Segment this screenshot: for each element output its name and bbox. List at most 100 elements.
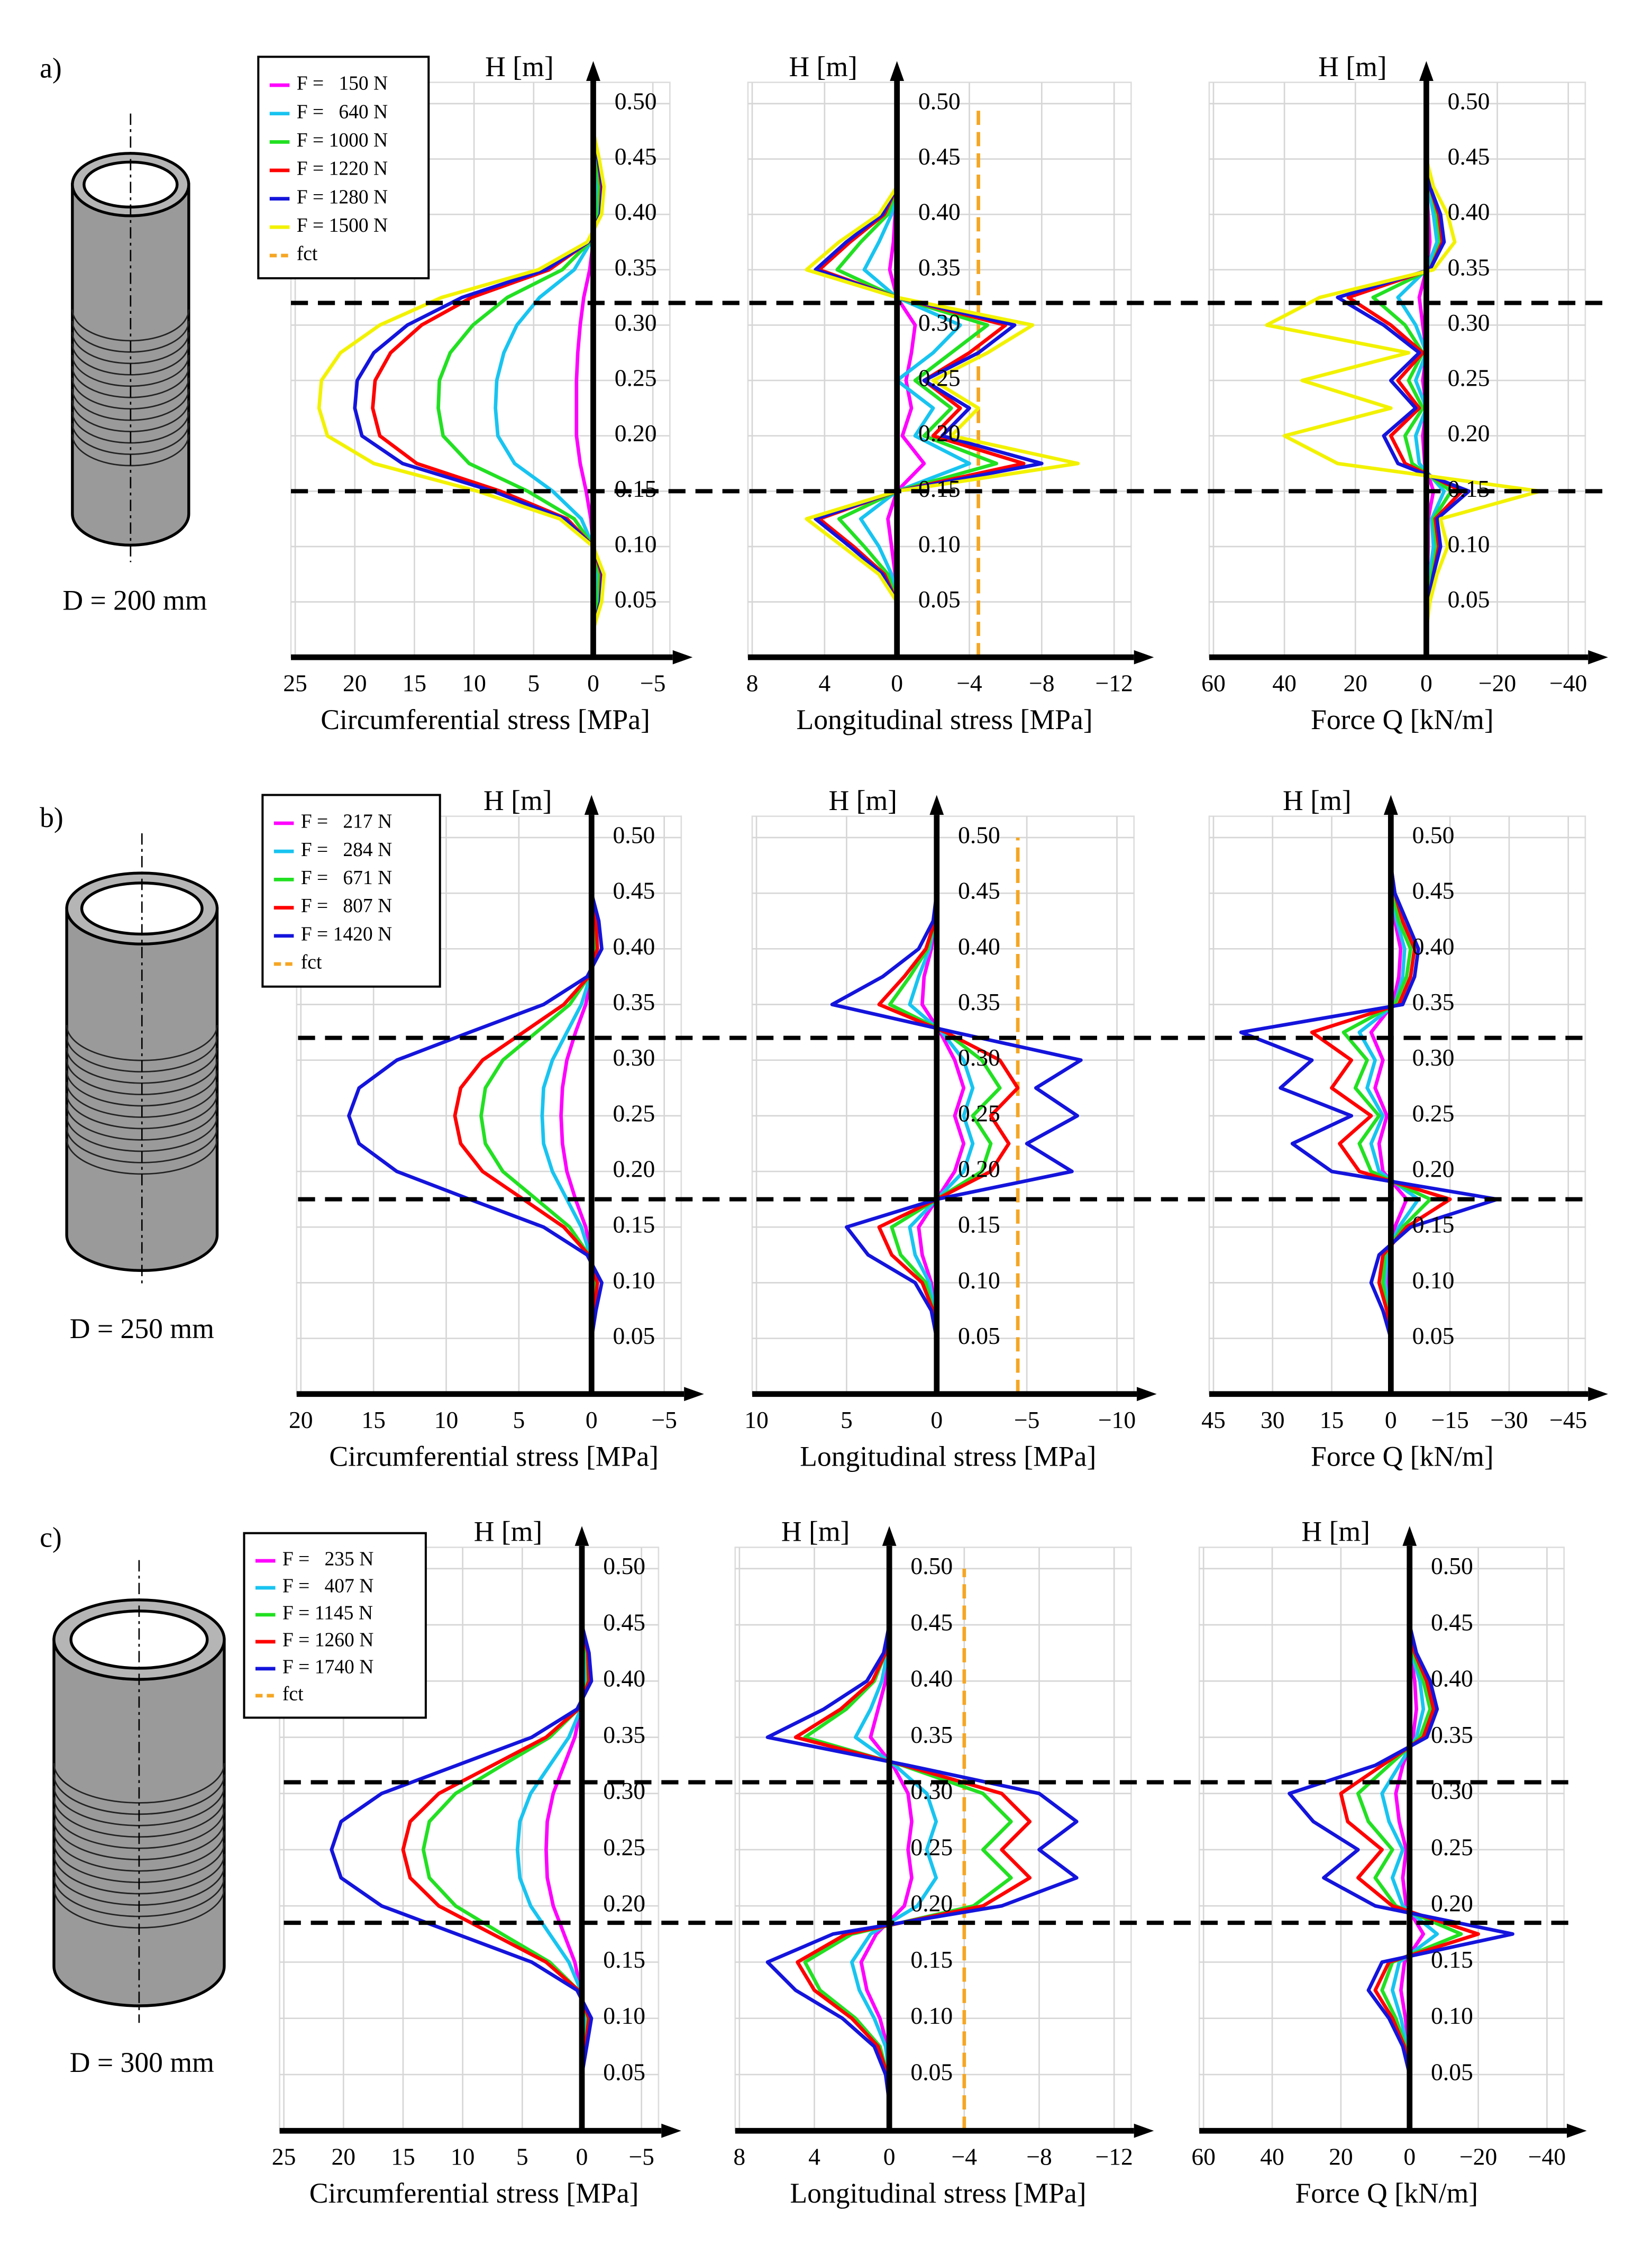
- x-tick-label: 45: [1201, 1406, 1226, 1433]
- x-tick-label: 20: [1343, 669, 1367, 696]
- y-axis-label: H [m]: [789, 51, 857, 83]
- x-tick-label: 10: [434, 1406, 459, 1433]
- y-axis-label: H [m]: [1318, 51, 1387, 83]
- data-line: [401, 1596, 591, 2103]
- cylinder-ring: [66, 1138, 218, 1175]
- y-tick-label: 0.45: [910, 1608, 953, 1635]
- legend-label: F = 235 N: [282, 1549, 373, 1570]
- data-line: [1341, 865, 1432, 1367]
- y-tick-label: 0.50: [918, 87, 961, 114]
- y-axis-arrow: [1419, 61, 1434, 81]
- cylinder: [65, 833, 219, 1288]
- x-tick-label: 20: [343, 669, 367, 696]
- legend-label: F = 217 N: [301, 811, 392, 833]
- x-axis-label: Longitudinal stress [MPa]: [800, 1440, 1096, 1472]
- y-tick-label: 0.45: [1431, 1608, 1473, 1635]
- data-line: [1239, 865, 1499, 1367]
- x-tick-label: 20: [289, 1406, 313, 1433]
- x-tick-label: −5: [1014, 1406, 1040, 1433]
- y-tick-label: 0.35: [603, 1721, 645, 1748]
- x-axis-arrow: [672, 650, 693, 665]
- y-tick-label: 0.25: [615, 365, 657, 392]
- legend: F = 235 N F = 407 N F = 1145 N F = 1260 N F …: [243, 1532, 427, 1719]
- legend-label: F = 1220 N: [297, 158, 388, 180]
- y-tick-label: 0.45: [615, 143, 657, 170]
- x-tick-label: 15: [403, 669, 427, 696]
- legend-label: F = 807 N: [301, 895, 392, 917]
- x-axis-label: Circumferential stress [MPa]: [321, 704, 650, 735]
- y-tick-label: 0.50: [1448, 87, 1490, 114]
- y-axis-label: H [m]: [483, 785, 552, 816]
- data-line: [1288, 1596, 1514, 2103]
- y-tick-label: 0.30: [1412, 1044, 1455, 1071]
- y-tick-label: 0.50: [613, 821, 655, 848]
- y-tick-label: 0.05: [603, 2058, 645, 2085]
- y-tick-label: 0.30: [958, 1044, 1000, 1071]
- x-tick-label: 5: [516, 2143, 528, 2170]
- cylinder: [52, 1560, 226, 2023]
- x-axis-label: Force Q [kN/m]: [1295, 2177, 1478, 2209]
- y-tick-label: 0.50: [1412, 821, 1455, 848]
- x-tick-label: −4: [956, 669, 982, 696]
- y-axis-label: H [m]: [485, 51, 554, 83]
- legend-label: fct: [297, 243, 318, 265]
- legend-label: F = 640 N: [297, 101, 388, 123]
- data-line: [830, 865, 1083, 1367]
- y-tick-label: 0.50: [958, 821, 1000, 848]
- x-tick-label: 25: [272, 2143, 296, 2170]
- y-tick-label: 0.20: [613, 1156, 655, 1183]
- legend-label: fct: [301, 952, 322, 974]
- legend: F = 150 N F = 640 N F = 1000 N F = 1220 N F …: [257, 56, 430, 279]
- y-tick-label: 0.25: [613, 1099, 655, 1126]
- y-tick-label: 0.35: [918, 253, 961, 280]
- legend-label: F = 1500 N: [297, 215, 388, 237]
- x-tick-label: 15: [391, 2143, 415, 2170]
- x-tick-label: 0: [883, 2143, 896, 2170]
- data-line: [1356, 1596, 1463, 2103]
- panel-label: c): [40, 1521, 62, 1553]
- x-tick-label: 15: [361, 1406, 386, 1433]
- y-tick-label: 0.10: [958, 1267, 1000, 1294]
- x-tick-label: 5: [513, 1406, 525, 1433]
- y-tick-label: 0.25: [958, 1099, 1000, 1126]
- y-tick-label: 0.40: [1431, 1665, 1473, 1692]
- legend-label: F = 407 N: [282, 1576, 373, 1597]
- data-line: [917, 865, 966, 1367]
- x-tick-label: −10: [1098, 1406, 1136, 1433]
- x-tick-label: 10: [462, 669, 486, 696]
- y-tick-label: 0.20: [910, 1890, 953, 1917]
- y-tick-label: 0.10: [918, 530, 961, 557]
- x-axis-label: Circumferential stress [MPa]: [329, 1440, 659, 1472]
- y-tick-label: 0.15: [1431, 1946, 1473, 1973]
- y-tick-label: 0.15: [958, 1211, 1000, 1238]
- cylinder-ring: [66, 1093, 218, 1130]
- y-tick-label: 0.40: [603, 1665, 645, 1692]
- x-tick-label: 10: [451, 2143, 475, 2170]
- x-axis-label: Force Q [kN/m]: [1311, 704, 1494, 735]
- y-tick-label: 0.05: [1431, 2058, 1473, 2085]
- x-axis-arrow: [661, 2123, 681, 2138]
- y-tick-label: 0.25: [910, 1833, 953, 1860]
- x-tick-label: 15: [1320, 1406, 1344, 1433]
- x-tick-label: 8: [746, 669, 759, 696]
- data-line: [1357, 865, 1420, 1367]
- y-tick-label: 0.20: [603, 1890, 645, 1917]
- data-line: [1380, 1596, 1439, 2103]
- y-tick-label: 0.50: [615, 87, 657, 114]
- data-line: [1339, 1596, 1480, 2103]
- x-axis-label: Longitudinal stress [MPa]: [796, 704, 1092, 735]
- y-axis-label: H [m]: [1301, 1516, 1370, 1548]
- data-line: [1310, 865, 1452, 1367]
- panel-label: a): [40, 52, 62, 84]
- y-tick-label: 0.35: [1448, 253, 1490, 280]
- data-line: [330, 1596, 594, 2103]
- x-axis-arrow: [1588, 650, 1608, 665]
- y-tick-label: 0.50: [603, 1552, 645, 1579]
- x-tick-label: 0: [891, 669, 903, 696]
- y-axis-label: H [m]: [474, 1516, 543, 1548]
- legend-box: [243, 1532, 427, 1719]
- x-tick-label: −8: [1029, 669, 1055, 696]
- y-tick-label: 0.15: [910, 1946, 953, 1973]
